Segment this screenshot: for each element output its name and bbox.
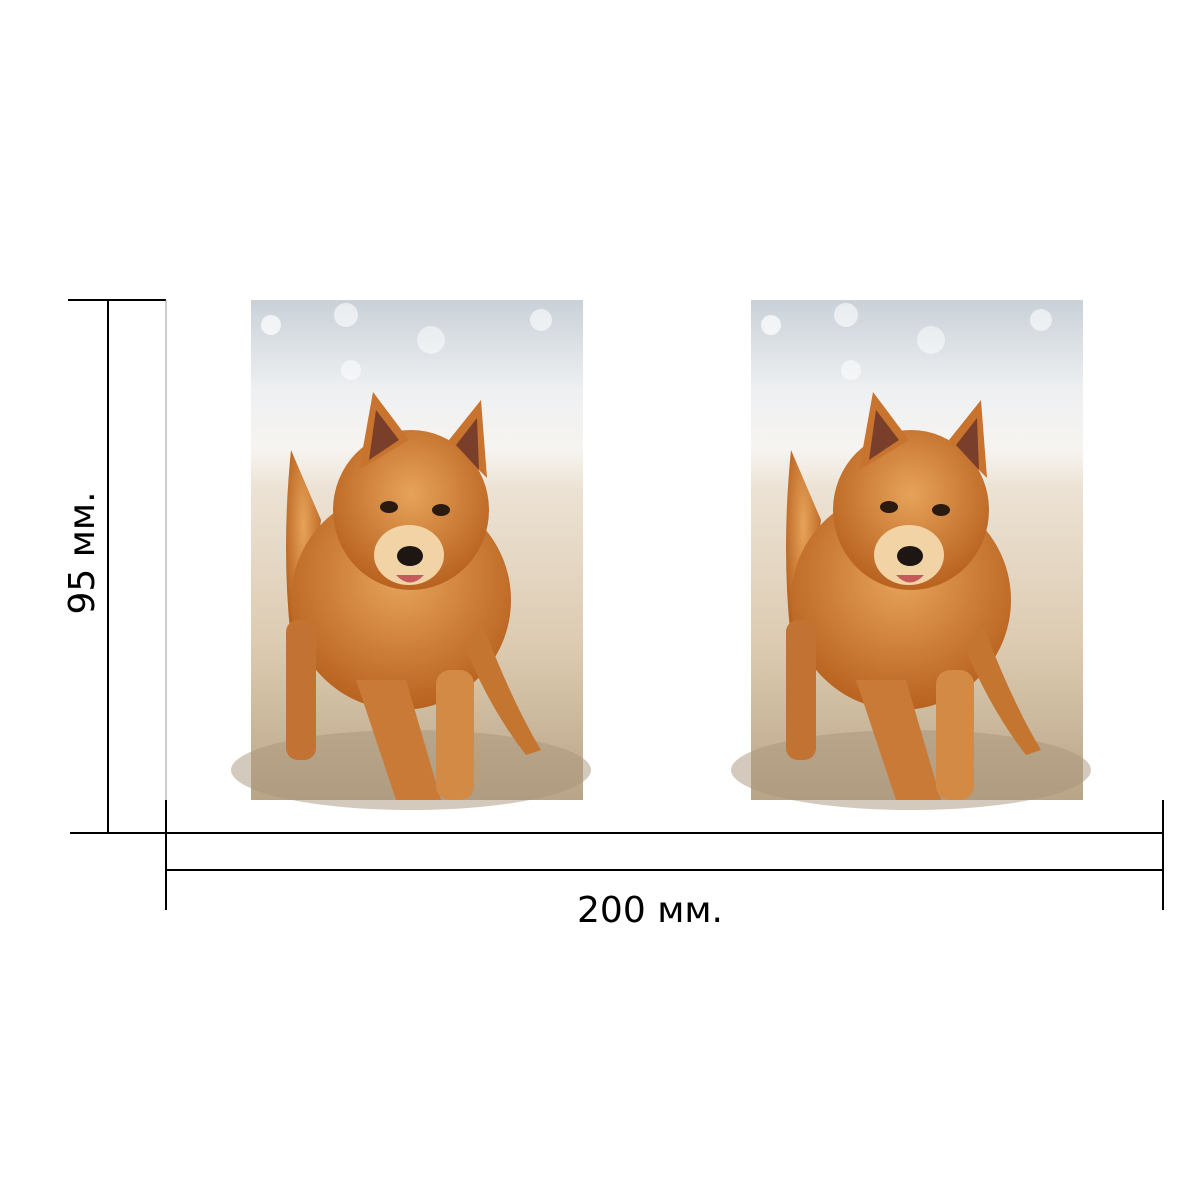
width-label: 200 мм. — [577, 890, 723, 931]
height-dimension — [68, 299, 167, 834]
height-label: 95 мм. — [62, 491, 103, 614]
product-photo — [231, 300, 591, 810]
product-photo — [731, 300, 1091, 810]
width-dimension — [165, 800, 1164, 910]
